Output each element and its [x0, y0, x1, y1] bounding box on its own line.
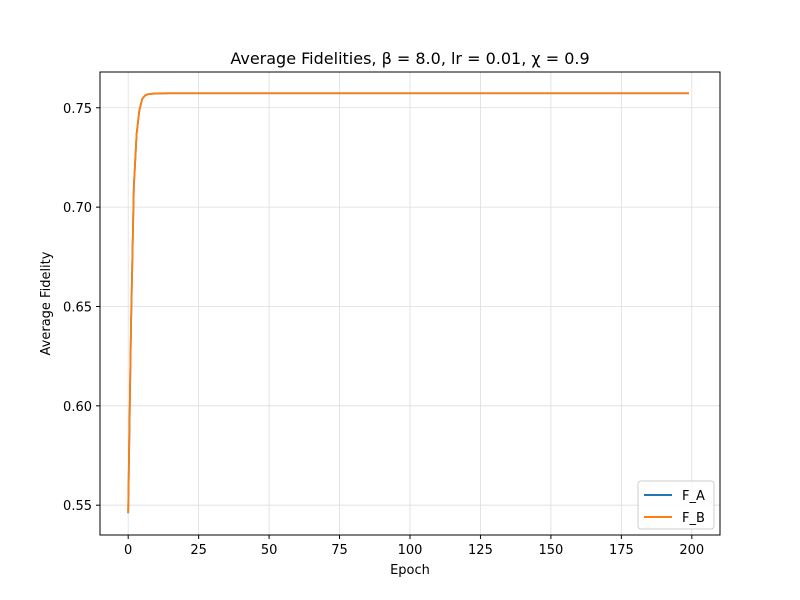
x-axis-label: Epoch	[390, 563, 430, 578]
x-tick-label: 200	[679, 543, 704, 558]
y-tick-label: 0.55	[63, 499, 92, 514]
x-tick-label: 50	[261, 543, 278, 558]
x-tick-label: 175	[609, 543, 634, 558]
chart-title: Average Fidelities, β = 8.0, lr = 0.01, …	[230, 49, 589, 68]
y-axis-label: Average Fidelity	[39, 251, 54, 355]
series-line-f-a	[127, 92, 689, 514]
y-tick-label: 0.75	[63, 102, 92, 117]
series-line-f-b	[127, 92, 689, 514]
x-tick-label: 75	[331, 543, 348, 558]
x-tick-label: 150	[538, 543, 563, 558]
ticks: 0 25 50 75 100 125 150 175 200 0.55 0.60 0.65 0.70 0.…	[63, 102, 704, 558]
x-tick-label: 100	[398, 543, 423, 558]
series-lines	[127, 92, 689, 514]
legend: F_A F_B	[637, 480, 715, 530]
y-tick-label: 0.65	[63, 300, 92, 315]
legend-label-f-a: F_A	[682, 489, 705, 504]
grid-lines	[100, 72, 720, 535]
y-tick-label: 0.70	[63, 201, 92, 216]
x-tick-label: 125	[468, 543, 493, 558]
legend-label-f-b: F_B	[682, 511, 705, 526]
x-tick-label: 25	[190, 543, 207, 558]
x-tick-label: 0	[124, 543, 132, 558]
y-tick-label: 0.60	[63, 400, 92, 415]
